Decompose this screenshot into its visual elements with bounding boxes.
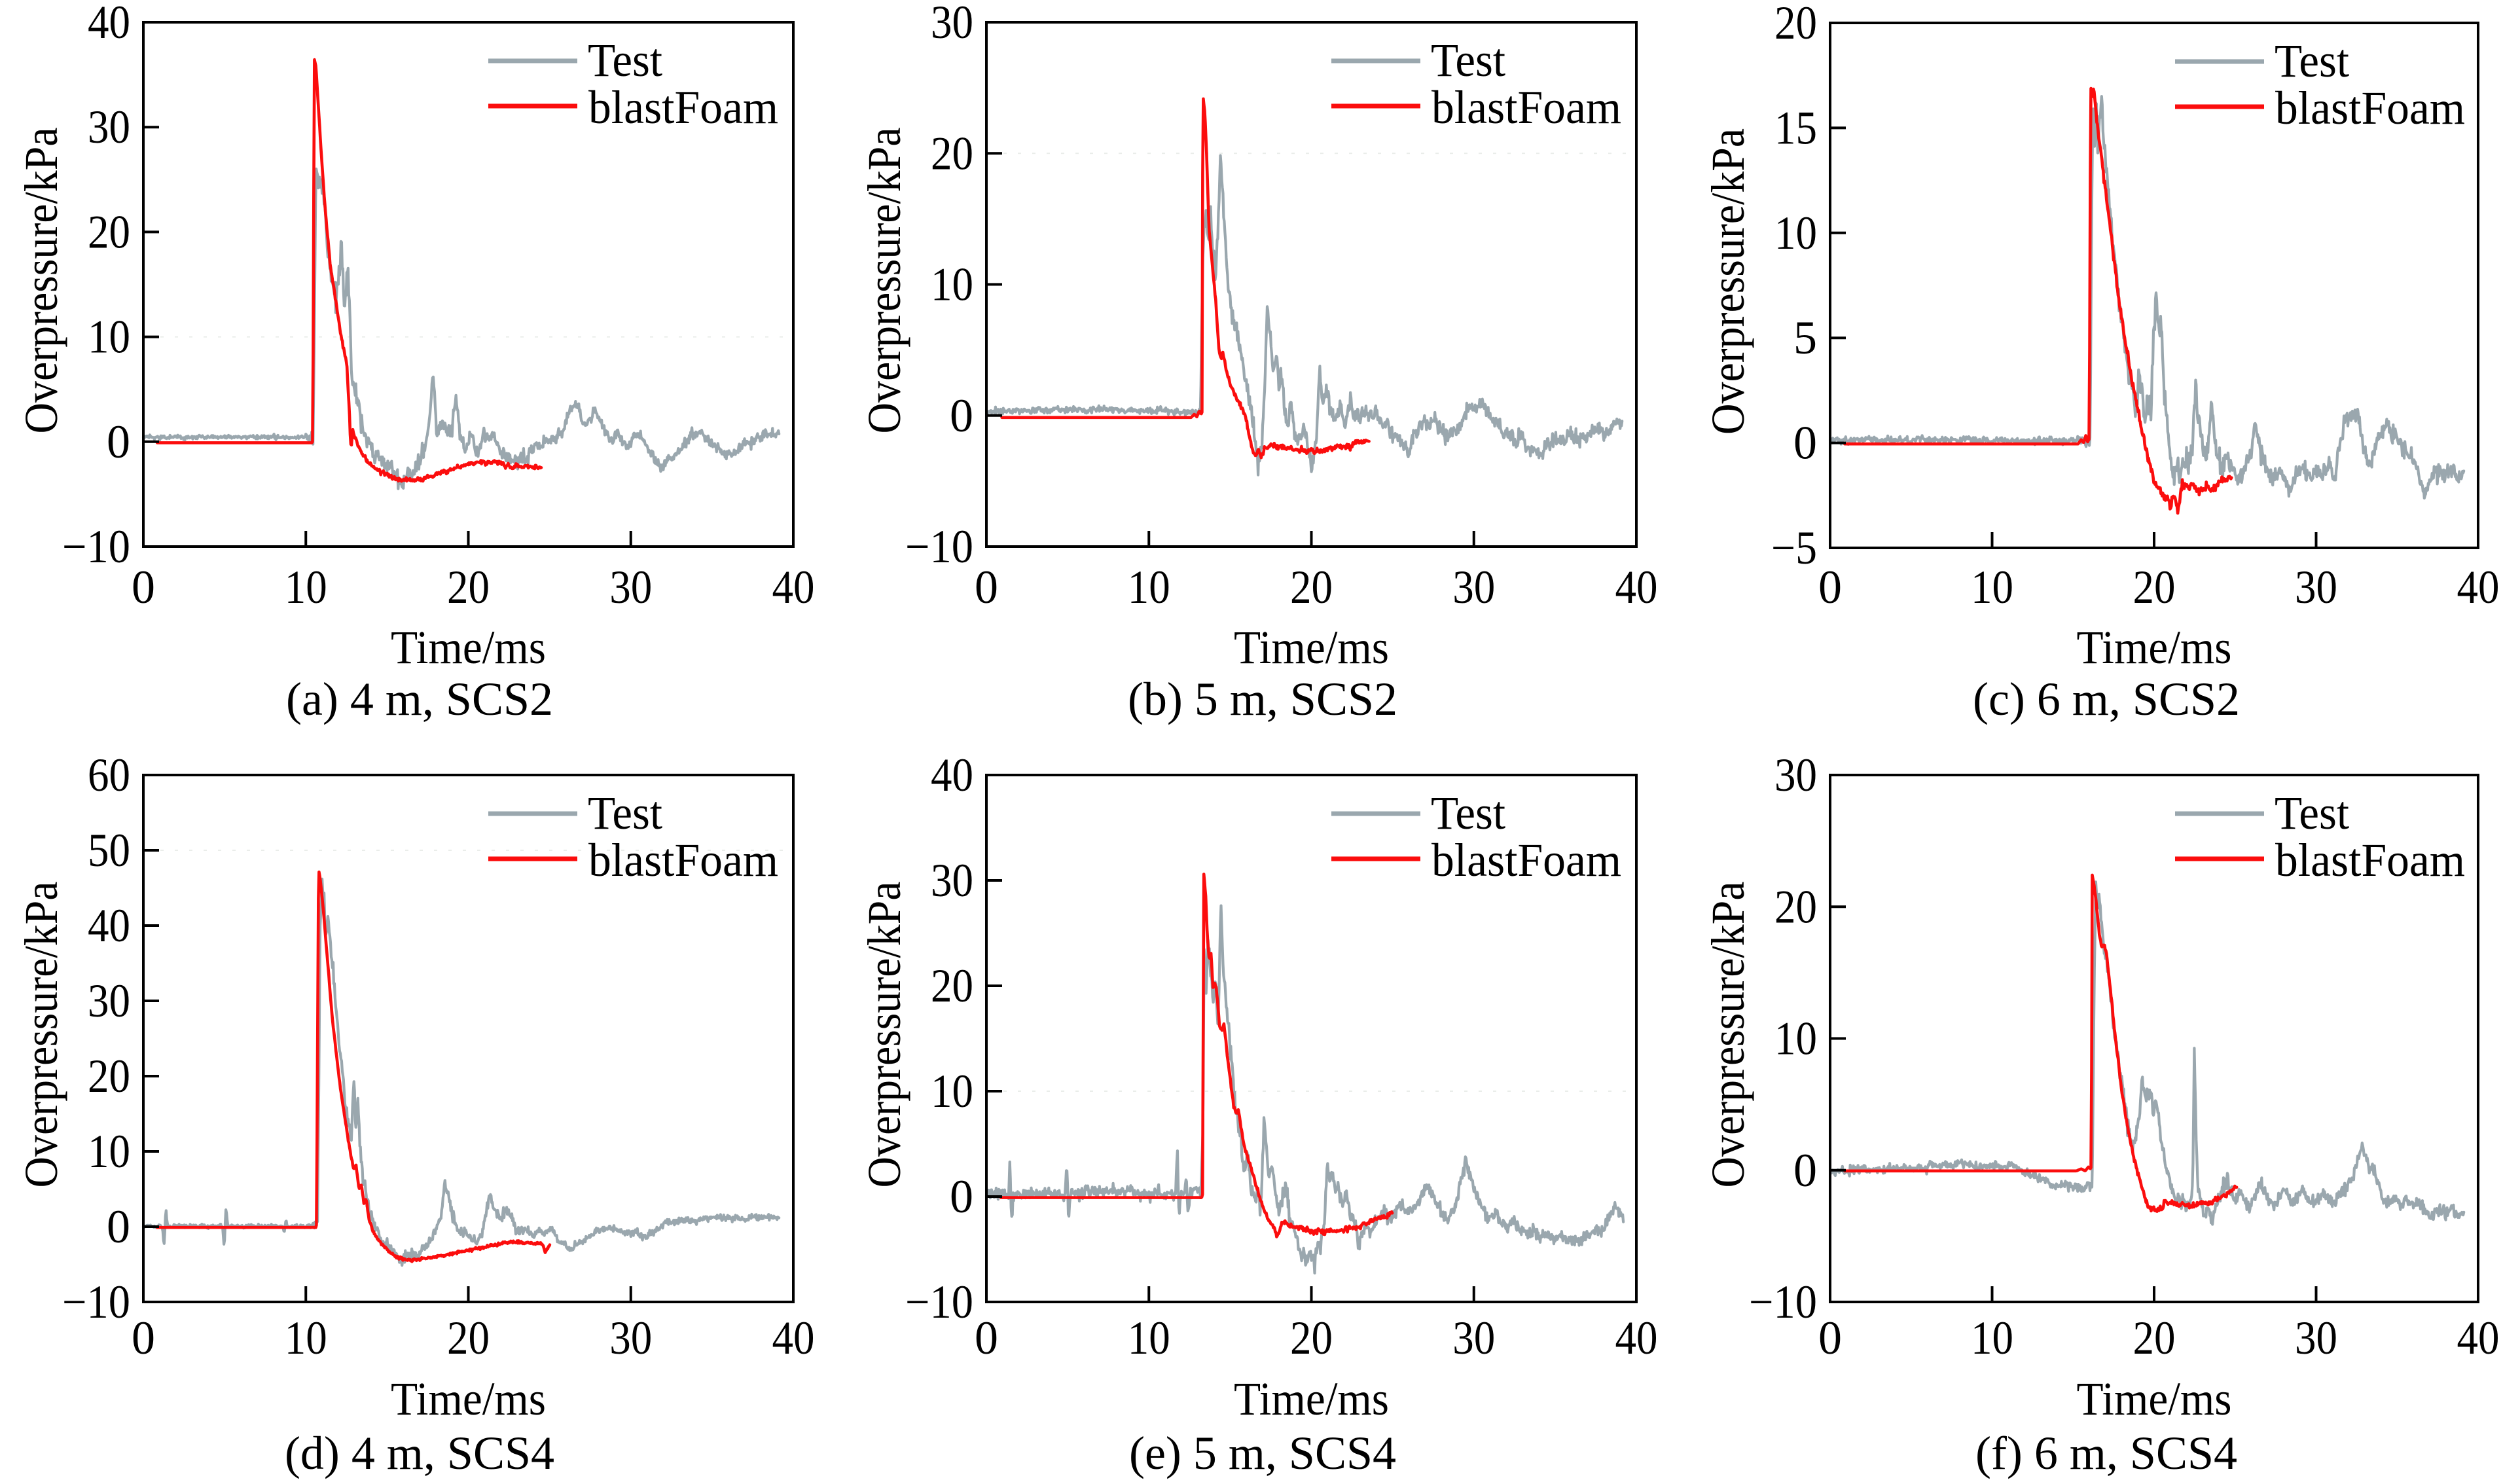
svg-text:Overpressure/kPa: Overpressure/kPa [15,882,67,1188]
svg-text:Overpressure/kPa: Overpressure/kPa [858,128,910,434]
svg-text:20: 20 [2133,561,2176,613]
svg-text:30: 30 [2295,1312,2337,1364]
svg-text:Time/ms: Time/ms [2077,621,2232,674]
svg-text:Overpressure/kPa: Overpressure/kPa [15,128,67,434]
svg-text:30: 30 [88,101,130,153]
svg-text:40: 40 [1615,1312,1658,1364]
svg-text:20: 20 [931,960,973,1012]
svg-text:60: 60 [88,749,130,801]
svg-text:40: 40 [772,561,815,613]
svg-text:40: 40 [772,1312,815,1364]
svg-text:Overpressure/kPa: Overpressure/kPa [1702,128,1754,435]
svg-text:30: 30 [2295,561,2337,613]
svg-text:30: 30 [931,0,973,48]
svg-text:40: 40 [2457,561,2500,613]
svg-text:−5: −5 [1771,522,1817,574]
svg-text:(d) 4 m, SCS4: (d) 4 m, SCS4 [285,1427,554,1479]
svg-text:Time/ms: Time/ms [1234,1373,1389,1425]
svg-text:blastFoam: blastFoam [2275,82,2465,134]
svg-text:10: 10 [285,1312,327,1364]
svg-text:30: 30 [1774,749,1817,801]
svg-text:10: 10 [88,311,130,363]
svg-text:blastFoam: blastFoam [1431,81,1621,134]
svg-text:−10: −10 [62,1276,130,1328]
svg-text:20: 20 [88,206,130,258]
svg-text:20: 20 [1290,561,1333,613]
svg-text:blastFoam: blastFoam [2275,834,2465,886]
svg-text:blastFoam: blastFoam [588,81,778,134]
svg-text:0: 0 [1818,561,1842,613]
svg-text:20: 20 [447,561,490,613]
svg-text:Time/ms: Time/ms [2077,1373,2232,1425]
svg-text:(e) 5 m, SCS4: (e) 5 m, SCS4 [1129,1427,1396,1479]
svg-text:10: 10 [931,1065,973,1117]
svg-text:−10: −10 [905,1276,973,1328]
svg-text:20: 20 [2133,1312,2176,1364]
svg-text:10: 10 [1128,561,1170,613]
svg-text:0: 0 [975,1312,998,1364]
svg-text:Test: Test [1431,787,1505,839]
svg-text:30: 30 [609,561,652,613]
svg-text:20: 20 [447,1312,490,1364]
svg-text:(a) 4 m, SCS2: (a) 4 m, SCS2 [286,673,553,725]
svg-text:−10: −10 [1749,1276,1817,1328]
svg-text:10: 10 [1971,561,2013,613]
svg-text:Test: Test [588,34,662,86]
svg-text:Overpressure/kPa: Overpressure/kPa [1702,882,1754,1188]
svg-text:30: 30 [609,1312,652,1364]
svg-text:10: 10 [1774,207,1817,259]
svg-text:0: 0 [107,416,130,468]
svg-text:10: 10 [88,1125,130,1178]
svg-text:30: 30 [931,854,973,907]
svg-text:50: 50 [88,824,130,876]
svg-text:Time/ms: Time/ms [1234,621,1389,674]
svg-text:blastFoam: blastFoam [588,834,778,886]
svg-text:0: 0 [107,1200,130,1253]
svg-text:40: 40 [931,749,973,801]
svg-text:Time/ms: Time/ms [391,621,546,674]
svg-text:0: 0 [950,1170,973,1223]
svg-text:Test: Test [2275,35,2349,87]
svg-text:0: 0 [975,561,998,613]
svg-text:blastFoam: blastFoam [1431,834,1621,886]
svg-text:10: 10 [1774,1013,1817,1065]
svg-text:Test: Test [588,787,662,839]
svg-text:0: 0 [950,389,973,442]
svg-text:40: 40 [88,899,130,952]
svg-text:(f) 6 m, SCS4: (f) 6 m, SCS4 [1975,1427,2237,1479]
svg-text:0: 0 [1793,1144,1817,1197]
svg-text:20: 20 [1774,880,1817,933]
svg-text:(b) 5 m, SCS2: (b) 5 m, SCS2 [1128,673,1397,725]
svg-text:Test: Test [2275,787,2349,839]
svg-text:0: 0 [132,561,155,613]
svg-text:20: 20 [1290,1312,1333,1364]
svg-text:−10: −10 [62,520,130,573]
svg-text:20: 20 [1774,0,1817,49]
svg-text:30: 30 [1452,1312,1495,1364]
svg-text:Test: Test [1431,34,1505,86]
svg-text:0: 0 [1793,417,1817,469]
svg-text:10: 10 [1128,1312,1170,1364]
svg-text:15: 15 [1774,101,1817,154]
svg-text:30: 30 [88,975,130,1027]
svg-text:−10: −10 [905,520,973,573]
svg-text:30: 30 [1452,561,1495,613]
svg-text:(c) 6 m, SCS2: (c) 6 m, SCS2 [1973,673,2240,725]
svg-text:40: 40 [2457,1312,2500,1364]
svg-text:5: 5 [1793,312,1817,364]
svg-text:40: 40 [88,0,130,48]
svg-text:10: 10 [1971,1312,2013,1364]
svg-text:10: 10 [931,259,973,311]
svg-text:10: 10 [285,561,327,613]
svg-text:0: 0 [132,1312,155,1364]
svg-text:0: 0 [1818,1312,1842,1364]
svg-text:20: 20 [931,127,973,179]
svg-text:Time/ms: Time/ms [391,1373,546,1425]
svg-text:40: 40 [1615,561,1658,613]
svg-text:Overpressure/kPa: Overpressure/kPa [858,882,910,1188]
svg-text:20: 20 [88,1050,130,1102]
